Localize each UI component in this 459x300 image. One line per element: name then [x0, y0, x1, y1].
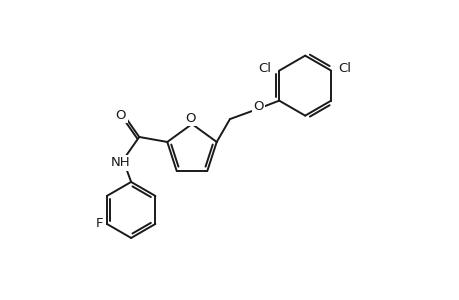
Text: Cl: Cl — [258, 62, 271, 75]
Text: O: O — [185, 112, 196, 124]
Text: F: F — [96, 218, 103, 230]
Text: O: O — [252, 100, 263, 113]
Text: O: O — [116, 109, 126, 122]
Text: NH: NH — [110, 156, 129, 170]
Text: Cl: Cl — [338, 62, 351, 75]
